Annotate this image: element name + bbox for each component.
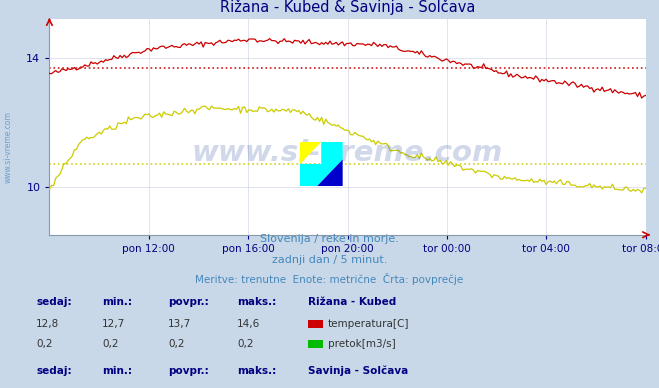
Text: maks.:: maks.:: [237, 296, 277, 307]
Text: 0,2: 0,2: [102, 339, 119, 349]
Text: 12,7: 12,7: [102, 319, 125, 329]
Text: 12,8: 12,8: [36, 319, 59, 329]
Polygon shape: [300, 142, 322, 164]
Text: 14,6: 14,6: [237, 319, 260, 329]
Text: maks.:: maks.:: [237, 365, 277, 376]
Text: Slovenija / reke in morje.: Slovenija / reke in morje.: [260, 234, 399, 244]
Text: povpr.:: povpr.:: [168, 296, 209, 307]
Text: pretok[m3/s]: pretok[m3/s]: [328, 339, 396, 349]
Text: 0,2: 0,2: [36, 339, 53, 349]
Text: temperatura[C]: temperatura[C]: [328, 319, 410, 329]
Text: 0,2: 0,2: [237, 339, 254, 349]
Text: min.:: min.:: [102, 365, 132, 376]
Text: 0,2: 0,2: [168, 339, 185, 349]
Text: www.si-vreme.com: www.si-vreme.com: [192, 139, 503, 167]
Title: Rižana - Kubed & Savinja - Solčava: Rižana - Kubed & Savinja - Solčava: [220, 0, 475, 16]
Polygon shape: [300, 142, 343, 186]
Text: Meritve: trenutne  Enote: metrične  Črta: povprečje: Meritve: trenutne Enote: metrične Črta: …: [195, 273, 464, 285]
Polygon shape: [317, 159, 343, 186]
Text: sedaj:: sedaj:: [36, 365, 72, 376]
Text: min.:: min.:: [102, 296, 132, 307]
Text: Savinja - Solčava: Savinja - Solčava: [308, 365, 409, 376]
Text: www.si-vreme.com: www.si-vreme.com: [3, 111, 13, 184]
Text: 13,7: 13,7: [168, 319, 191, 329]
Text: povpr.:: povpr.:: [168, 365, 209, 376]
Text: zadnji dan / 5 minut.: zadnji dan / 5 minut.: [272, 255, 387, 265]
Text: Rižana - Kubed: Rižana - Kubed: [308, 296, 397, 307]
Text: sedaj:: sedaj:: [36, 296, 72, 307]
